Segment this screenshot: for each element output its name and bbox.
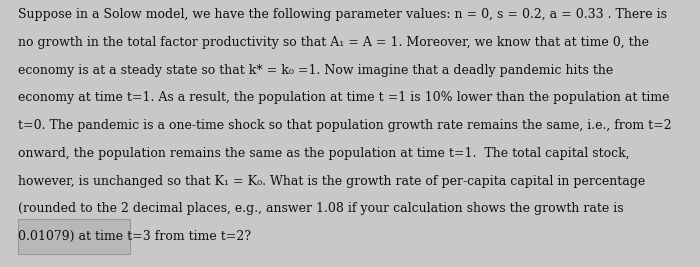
Text: no growth in the total factor productivity so that A₁ = A = 1. Moreover, we know: no growth in the total factor productivi… <box>18 36 648 49</box>
Text: Suppose in a Solow model, we have the following parameter values: n = 0, s = 0.2: Suppose in a Solow model, we have the fo… <box>18 8 666 21</box>
Text: 0.01079) at time t=3 from time t=2?: 0.01079) at time t=3 from time t=2? <box>18 230 251 243</box>
Text: however, is unchanged so that K₁ = K₀. What is the growth rate of per-capita cap: however, is unchanged so that K₁ = K₀. W… <box>18 175 645 188</box>
Text: (rounded to the 2 decimal places, e.g., answer 1.08 if your calculation shows th: (rounded to the 2 decimal places, e.g., … <box>18 202 623 215</box>
Text: t=0. The pandemic is a one-time shock so that population growth rate remains the: t=0. The pandemic is a one-time shock so… <box>18 119 671 132</box>
Text: onward, the population remains the same as the population at time t=1.  The tota: onward, the population remains the same … <box>18 147 629 160</box>
FancyBboxPatch shape <box>18 219 130 254</box>
Text: economy at time t=1. As a result, the population at time t =1 is 10% lower than : economy at time t=1. As a result, the po… <box>18 91 669 104</box>
Text: economy is at a steady state so that k* = k₀ =1. Now imagine that a deadly pande: economy is at a steady state so that k* … <box>18 64 612 77</box>
